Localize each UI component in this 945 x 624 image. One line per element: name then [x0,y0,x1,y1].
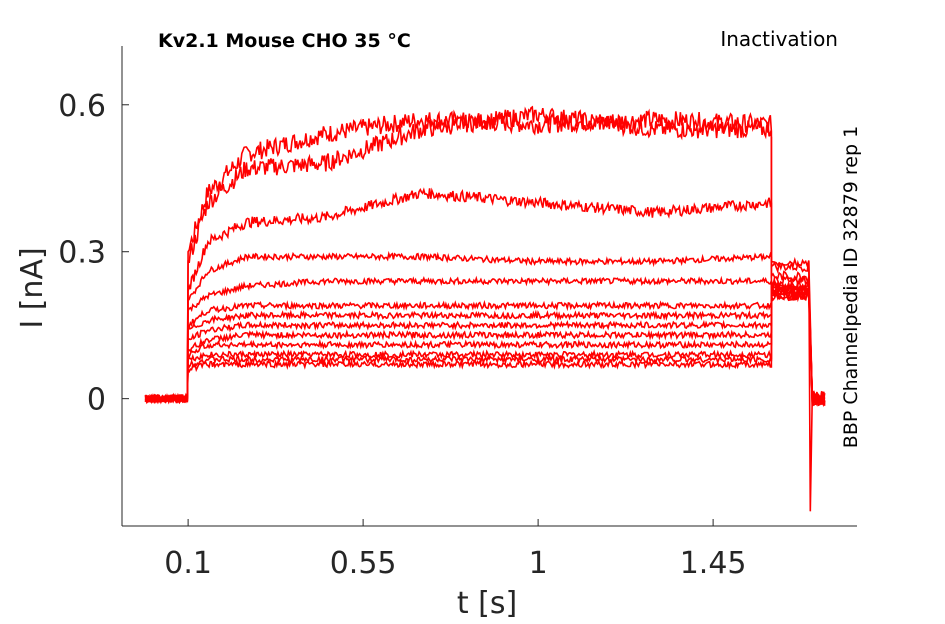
trace-line [145,275,826,406]
x-axis-label: t [s] [457,586,517,621]
trace-line [144,278,826,407]
chart-title: Kv2.1 Mouse CHO 35 °C [158,30,411,52]
trace-line [144,283,826,408]
trace-line [144,283,825,409]
x-tick-label: 0.1 [164,546,212,581]
source-label: BBP Channelpedia ID 32879 rep 1 [840,126,862,448]
x-tick-label: 1.45 [680,546,747,581]
trace-line [144,274,826,406]
y-axis-label: I [nA] [15,247,50,328]
y-tick-label: 0.3 [58,236,106,271]
trace-line [144,288,826,407]
trace-line [144,105,826,404]
trace-line [145,108,826,512]
protocol-label: Inactivation [720,27,838,51]
x-tick-label: 0.55 [330,546,397,581]
trace-line [144,187,826,407]
trace-line [145,289,825,405]
y-tick-label: 0.6 [58,89,106,124]
axes [121,46,857,527]
y-tick-label: 0 [87,383,106,418]
traces [144,105,826,512]
trace-line [144,289,826,405]
x-tick-label: 1 [529,546,548,581]
trace-line [145,250,826,405]
ticks: 0.1 0.55 1 1.45 0 0.3 0.6 [58,89,746,581]
